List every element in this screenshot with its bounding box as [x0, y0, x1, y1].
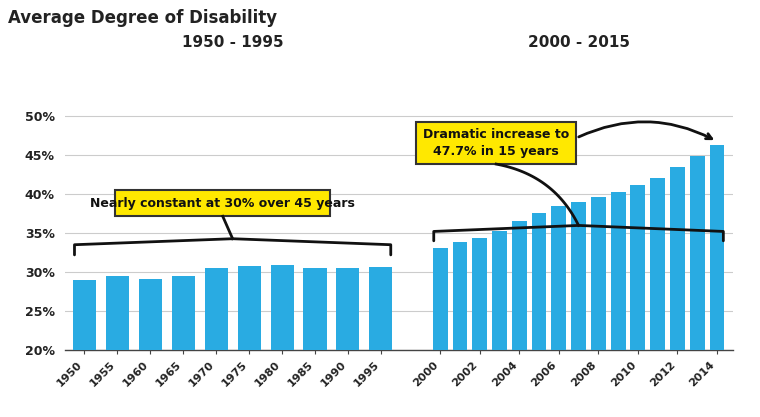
Bar: [591, 197, 606, 417]
Bar: [432, 248, 448, 417]
Bar: [73, 280, 96, 417]
Bar: [271, 265, 293, 417]
Bar: [303, 268, 327, 417]
Bar: [472, 238, 487, 417]
Text: Dramatic increase to
47.7% in 15 years: Dramatic increase to 47.7% in 15 years: [423, 128, 569, 158]
Bar: [551, 206, 566, 417]
Bar: [238, 266, 261, 417]
Bar: [631, 185, 645, 417]
Bar: [651, 178, 665, 417]
FancyBboxPatch shape: [416, 122, 576, 164]
Bar: [139, 279, 162, 417]
Text: 1950 - 1995: 1950 - 1995: [182, 35, 283, 50]
Bar: [337, 268, 359, 417]
Bar: [172, 276, 195, 417]
Bar: [572, 202, 586, 417]
Bar: [369, 267, 392, 417]
Bar: [611, 192, 625, 417]
Bar: [690, 156, 705, 417]
Bar: [531, 213, 546, 417]
Bar: [710, 146, 724, 417]
Bar: [670, 167, 685, 417]
Text: 2000 - 2015: 2000 - 2015: [527, 35, 629, 50]
FancyBboxPatch shape: [116, 190, 331, 216]
Bar: [511, 221, 527, 417]
Bar: [204, 268, 228, 417]
Bar: [106, 276, 129, 417]
Bar: [492, 231, 507, 417]
Text: Average Degree of Disability: Average Degree of Disability: [8, 9, 277, 27]
Text: Nearly constant at 30% over 45 years: Nearly constant at 30% over 45 years: [90, 197, 355, 210]
Bar: [452, 242, 467, 417]
